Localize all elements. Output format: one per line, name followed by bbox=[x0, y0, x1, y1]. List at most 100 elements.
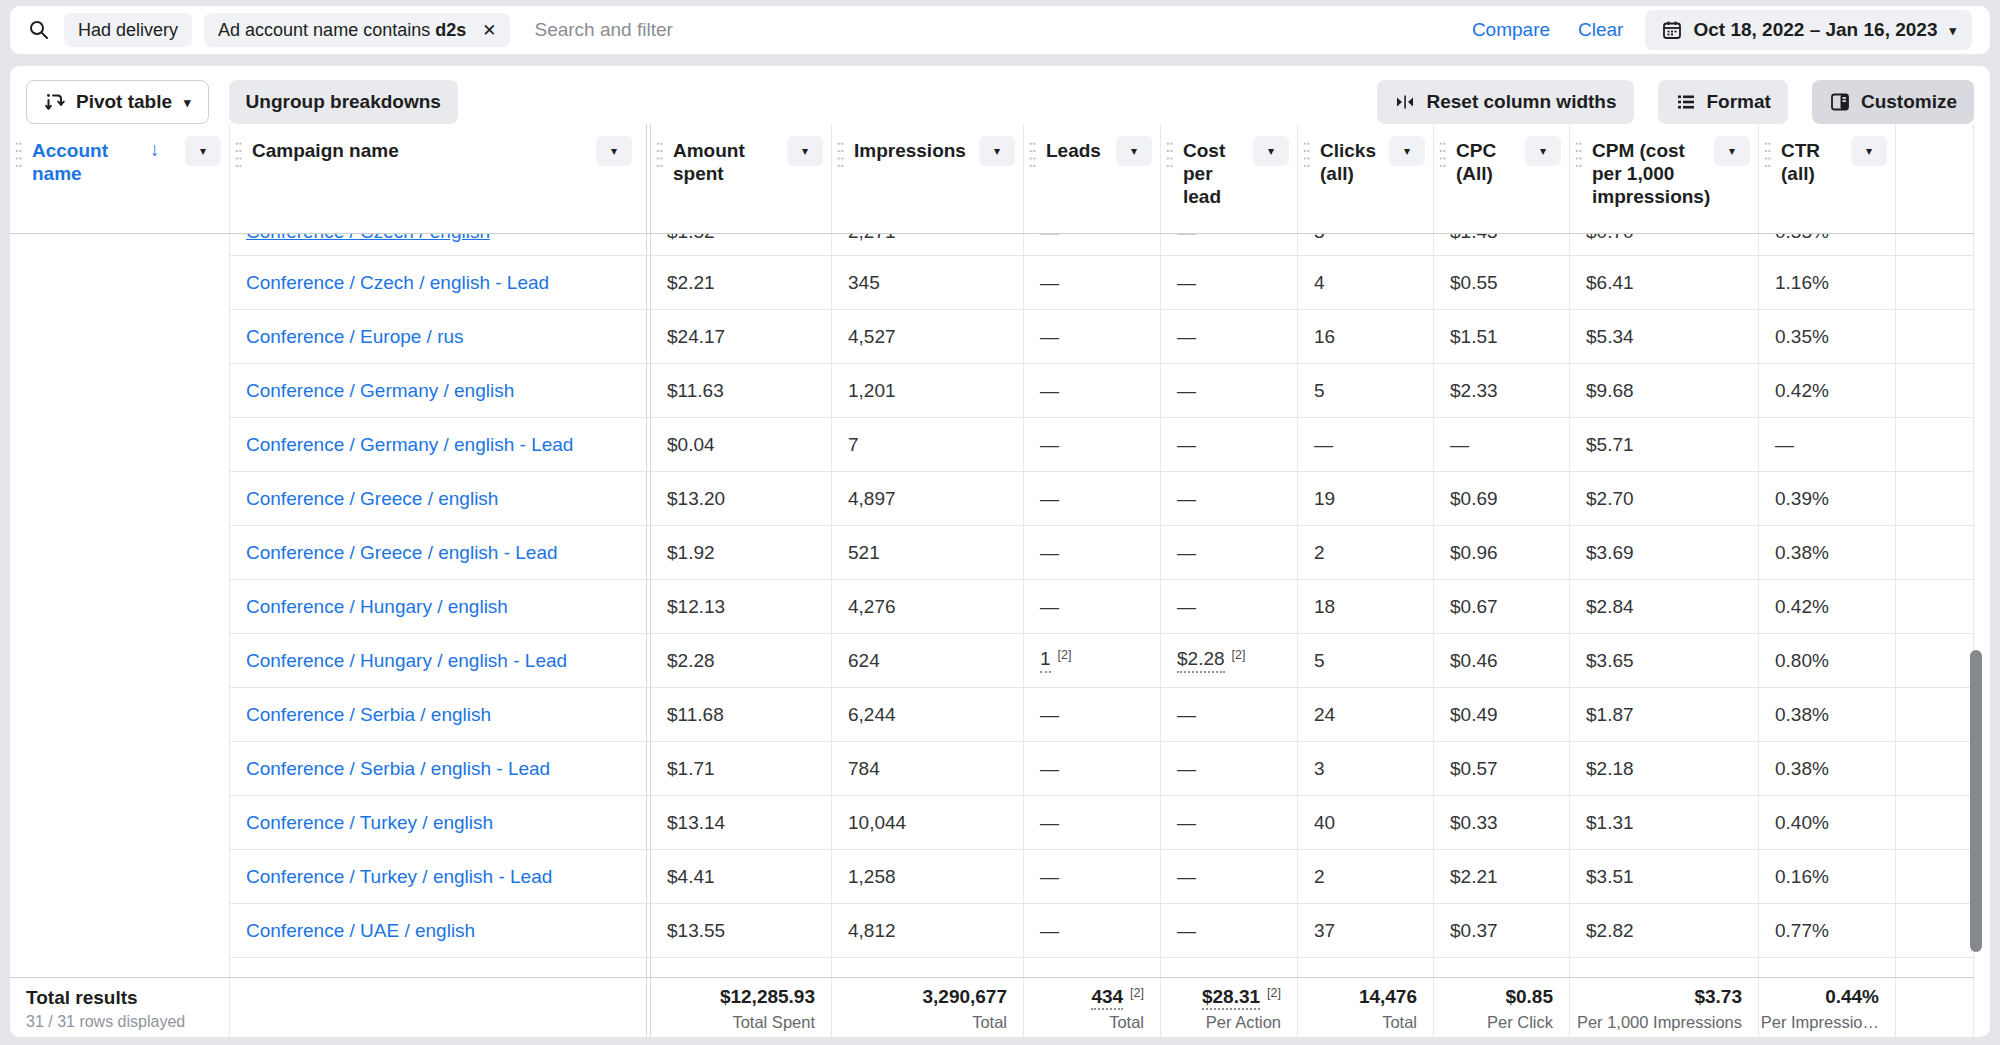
search-input[interactable] bbox=[532, 18, 866, 42]
cell-campaign-name: Conference / Germany / english - Lead bbox=[230, 418, 646, 472]
reset-column-widths-label: Reset column widths bbox=[1426, 91, 1616, 113]
cell-cpc: $0.57 bbox=[1434, 742, 1570, 796]
vertical-scrollbar[interactable] bbox=[1970, 650, 1982, 952]
campaign-link[interactable]: Conference / Greece / english - Lead bbox=[246, 542, 558, 564]
cell-campaign-name: Conference / Serbia / english bbox=[230, 688, 646, 742]
totals-cpc: $0.85 Per Click bbox=[1434, 978, 1570, 1037]
column-menu-button[interactable]: ▾ bbox=[596, 136, 632, 166]
campaign-link[interactable]: Conference / Hungary / english - Lead bbox=[246, 650, 567, 672]
cell-campaign-name: Conference / Hungary / english - Lead bbox=[230, 634, 646, 688]
cell-leads: — bbox=[1024, 472, 1161, 526]
column-menu-button[interactable]: ▾ bbox=[1714, 136, 1750, 166]
column-header-leads[interactable]: Leads ▾ bbox=[1024, 124, 1161, 233]
drag-handle-icon[interactable] bbox=[1575, 140, 1582, 169]
column-menu-button[interactable]: ▾ bbox=[1525, 136, 1561, 166]
cell-amount-spent: $2.21 bbox=[651, 256, 832, 310]
column-header-cpc-all[interactable]: CPC (All) ▾ bbox=[1434, 124, 1570, 233]
campaign-link[interactable]: Conference / Greece / english bbox=[246, 488, 498, 510]
campaign-link[interactable]: Conference / UAE / english bbox=[246, 920, 475, 942]
cell-account-name bbox=[10, 904, 230, 958]
filter-pill-had-delivery[interactable]: Had delivery bbox=[64, 13, 192, 47]
cell-cpm: $9.68 bbox=[1570, 364, 1759, 418]
date-range-picker[interactable]: Oct 18, 2022 – Jan 16, 2023 ▾ bbox=[1645, 10, 1972, 50]
campaign-link[interactable]: Conference / Germany / english bbox=[246, 380, 514, 402]
ungroup-breakdowns-button[interactable]: Ungroup breakdowns bbox=[229, 80, 458, 124]
drag-handle-icon[interactable] bbox=[1303, 140, 1310, 169]
customize-button[interactable]: Customize bbox=[1812, 80, 1974, 124]
column-menu-button[interactable]: ▾ bbox=[979, 136, 1015, 166]
column-header-campaign-name[interactable]: Campaign name ▾ bbox=[230, 124, 646, 233]
table-row: Conference / Czech / english $1.52 2,271… bbox=[10, 234, 1974, 256]
campaign-link[interactable]: Conference / Turkey / english bbox=[246, 812, 493, 834]
campaign-link[interactable]: Conference / Czech / english - Lead bbox=[246, 272, 549, 294]
format-button[interactable]: Format bbox=[1658, 80, 1788, 124]
chevron-down-icon: ▾ bbox=[184, 95, 191, 110]
campaign-link[interactable]: Conference / Serbia / english bbox=[246, 704, 491, 726]
campaign-link[interactable]: Conference / Germany / english - Lead bbox=[246, 434, 573, 456]
cell-empty bbox=[1896, 310, 1974, 364]
campaign-link[interactable]: Conference / Hungary / english bbox=[246, 596, 508, 618]
cell-ctr: 0.38% bbox=[1759, 742, 1896, 796]
clear-link[interactable]: Clear bbox=[1578, 19, 1623, 41]
filter-pill-account-name[interactable]: Ad account name contains d2s ✕ bbox=[204, 13, 510, 47]
drag-handle-icon[interactable] bbox=[1764, 140, 1771, 169]
totals-empty-cell bbox=[1896, 978, 1974, 1037]
table-row: Conference / Serbia / english - Lead $1.… bbox=[10, 742, 1974, 796]
cell-cpm: $2.70 bbox=[1570, 472, 1759, 526]
cell-clicks: 2 bbox=[1298, 850, 1434, 904]
drag-handle-icon[interactable] bbox=[837, 140, 844, 169]
totals-ctr: 0.44% Per Impressio… bbox=[1759, 978, 1896, 1037]
cell-cost-per-lead: — bbox=[1161, 850, 1298, 904]
cell-empty bbox=[1896, 796, 1974, 850]
cell-cpc: $0.33 bbox=[1434, 796, 1570, 850]
totals-cpm: $3.73 Per 1,000 Impressions bbox=[1570, 978, 1759, 1037]
column-menu-button[interactable]: ▾ bbox=[1116, 136, 1152, 166]
drag-handle-icon[interactable] bbox=[1439, 140, 1446, 169]
drag-handle-icon[interactable] bbox=[656, 140, 663, 169]
column-header-cpm[interactable]: CPM (cost per 1,000 impressions) ▾ bbox=[1570, 124, 1759, 233]
reset-column-widths-button[interactable]: Reset column widths bbox=[1377, 80, 1633, 124]
column-menu-button[interactable]: ▾ bbox=[1389, 136, 1425, 166]
cell-ctr: 0.77% bbox=[1759, 904, 1896, 958]
campaign-link[interactable]: Conference / Czech / english bbox=[246, 234, 490, 243]
cell-cpc: $0.46 bbox=[1434, 634, 1570, 688]
footnote-marker: [2] bbox=[1058, 648, 1072, 662]
column-header-impressions[interactable]: Impressions ▾ bbox=[832, 124, 1024, 233]
close-icon[interactable]: ✕ bbox=[482, 20, 496, 41]
cell-account-name bbox=[10, 418, 230, 472]
cell-ctr: 0.42% bbox=[1759, 580, 1896, 634]
cell-clicks: 2 bbox=[1298, 526, 1434, 580]
cell-impressions: 1,201 bbox=[832, 364, 1024, 418]
compare-link[interactable]: Compare bbox=[1472, 19, 1550, 41]
table-row: Conference / Czech / english - Lead $2.2… bbox=[10, 256, 1974, 310]
cell-campaign-name: Conference / Czech / english - Lead bbox=[230, 256, 646, 310]
column-menu-button[interactable]: ▾ bbox=[787, 136, 823, 166]
column-menu-button[interactable]: ▾ bbox=[1253, 136, 1289, 166]
column-menu-button[interactable]: ▾ bbox=[185, 136, 221, 166]
campaign-link[interactable]: Conference / Serbia / english - Lead bbox=[246, 758, 550, 780]
column-header-amount-spent[interactable]: Amount spent ▾ bbox=[651, 124, 832, 233]
cell-cost-per-lead: — bbox=[1161, 472, 1298, 526]
column-header-clicks-all[interactable]: Clicks (all) ▾ bbox=[1298, 124, 1434, 233]
column-header-cost-per-lead[interactable]: Cost per lead ▾ bbox=[1161, 124, 1298, 233]
campaign-link[interactable]: Conference / Turkey / english - Lead bbox=[246, 866, 552, 888]
column-header-ctr-all[interactable]: CTR (all) ▾ bbox=[1759, 124, 1896, 233]
table-header: Account name ↓ ▾ Campaign name ▾ Amount … bbox=[10, 124, 1974, 234]
drag-handle-icon[interactable] bbox=[1029, 140, 1036, 169]
campaign-link[interactable]: Conference / Europe / rus bbox=[246, 326, 464, 348]
drag-handle-icon[interactable] bbox=[1166, 140, 1173, 169]
cell-clicks: 3 bbox=[1298, 234, 1434, 256]
table-row: Conference / Hungary / english - Lead $2… bbox=[10, 634, 1974, 688]
drag-handle-icon[interactable] bbox=[235, 140, 242, 169]
cell-account-name bbox=[10, 634, 230, 688]
cell-campaign-name: Conference / Greece / english - Lead bbox=[230, 526, 646, 580]
pivot-table-button[interactable]: Pivot table ▾ bbox=[26, 80, 209, 124]
cell-cpc: $2.21 bbox=[1434, 850, 1570, 904]
column-header-account-name[interactable]: Account name ↓ ▾ bbox=[10, 124, 230, 233]
column-menu-button[interactable]: ▾ bbox=[1851, 136, 1887, 166]
pivot-table-label: Pivot table bbox=[76, 91, 172, 113]
cell-impressions: 345 bbox=[832, 256, 1024, 310]
cell-account-name bbox=[10, 742, 230, 796]
drag-handle-icon[interactable] bbox=[15, 140, 22, 169]
cell-empty bbox=[1896, 234, 1974, 256]
